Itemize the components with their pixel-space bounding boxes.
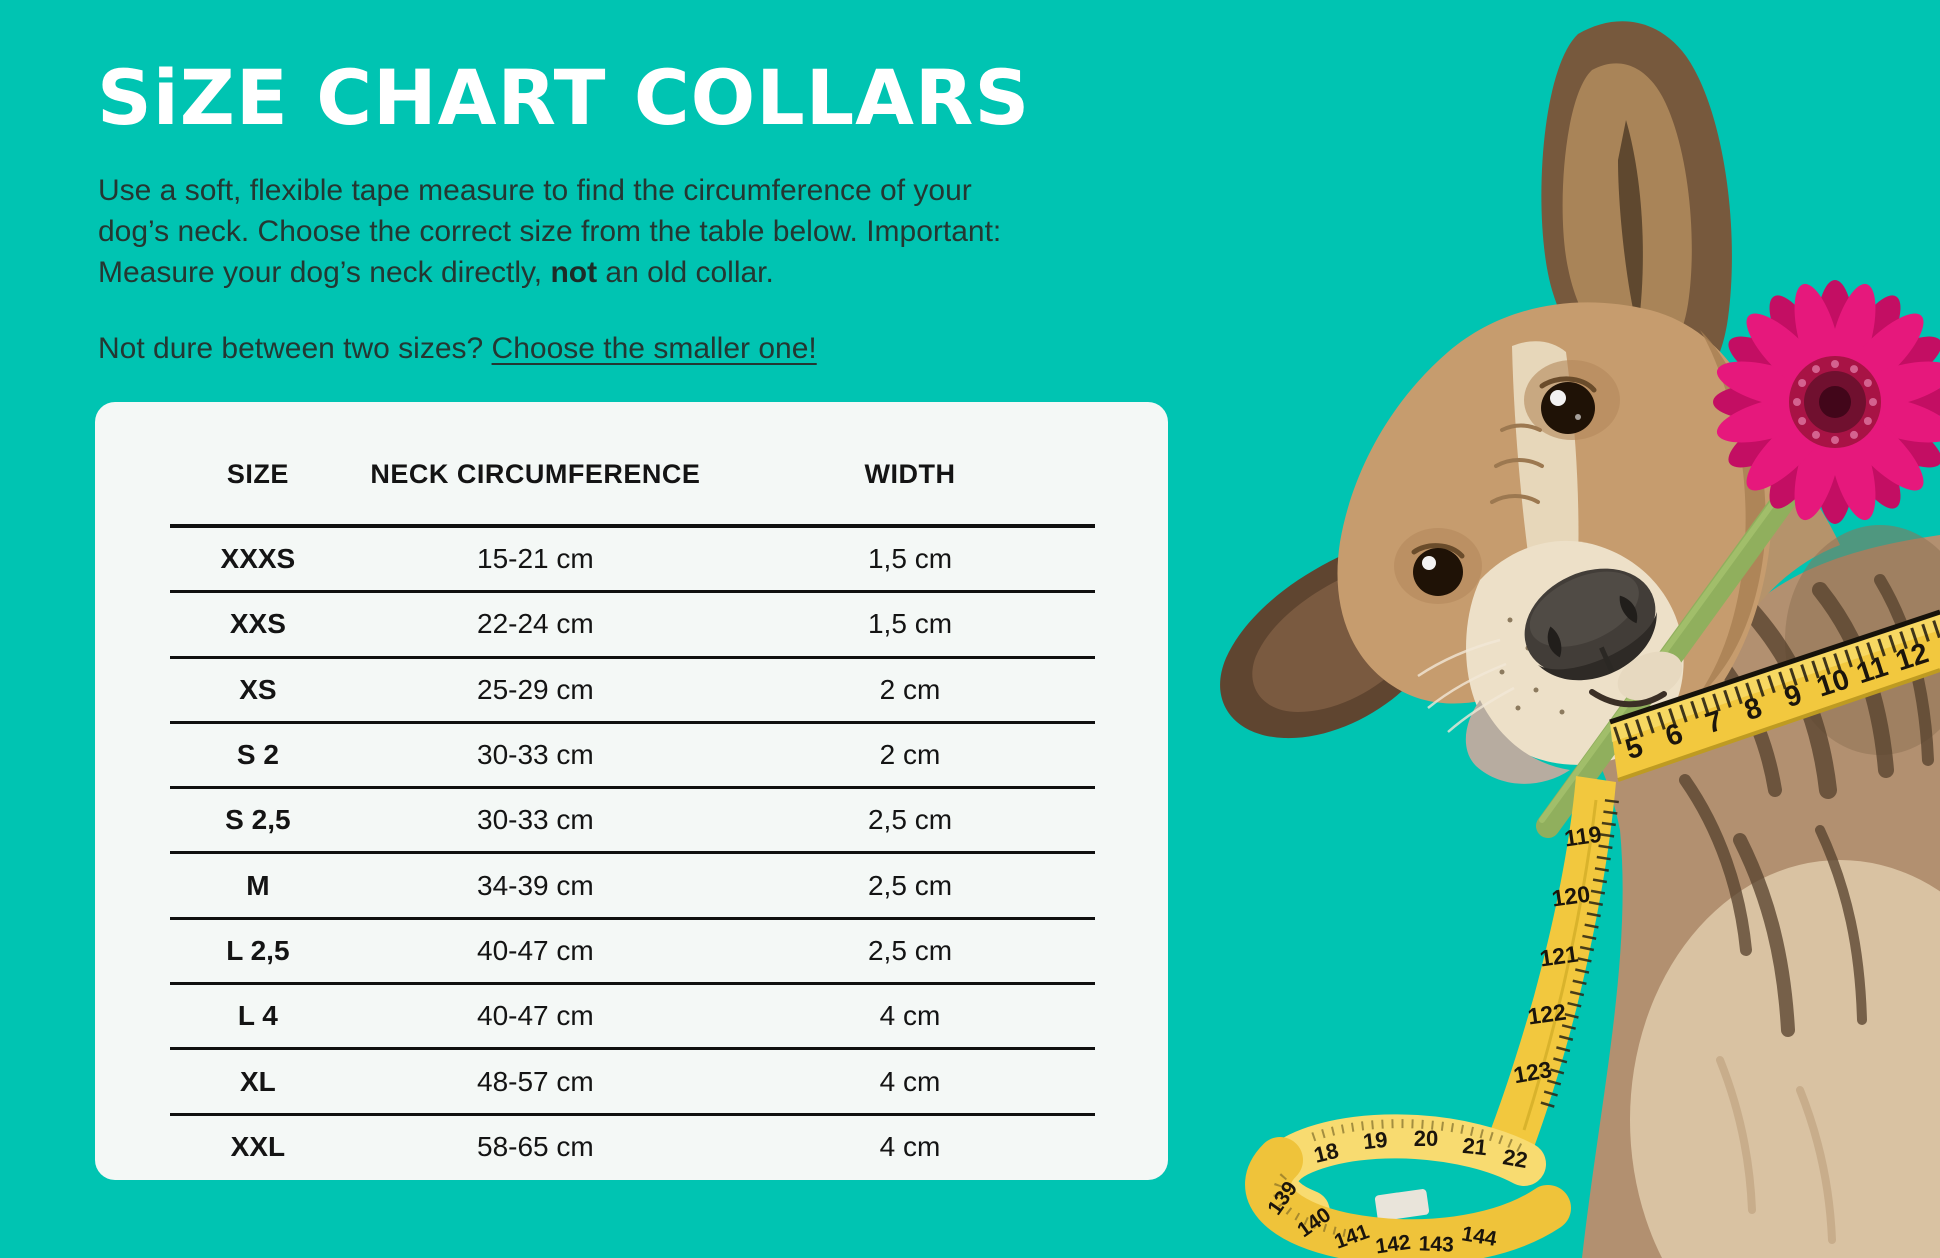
table-row: S 2 30-33 cm 2 cm xyxy=(170,722,1095,787)
width-cell: 4 cm xyxy=(879,1065,941,1097)
size-cell: XXS xyxy=(229,608,286,640)
size-chart-table: SIZE NECK CIRCUMFERENCE WIDTH XXXS 15-21 … xyxy=(170,402,1095,1178)
width-cell: 2,5 cm xyxy=(867,869,953,901)
intro-bold-not: not xyxy=(550,256,598,289)
table-row: XXL 58-65 cm 4 cm xyxy=(170,1114,1095,1178)
neck-cell: 25-29 cm xyxy=(477,673,594,705)
width-cell: 2 cm xyxy=(879,739,941,771)
size-cell: XXXS xyxy=(220,543,296,575)
neck-cell: 40-47 cm xyxy=(477,934,594,966)
width-cell: 4 cm xyxy=(879,1000,941,1032)
dog-eye-left xyxy=(1411,543,1465,596)
neck-cell: 48-57 cm xyxy=(477,1065,594,1097)
neck-cell: 30-33 cm xyxy=(477,739,594,771)
neck-cell: 22-24 cm xyxy=(477,608,594,640)
size-cell: XL xyxy=(239,1065,276,1097)
column-header-width: WIDTH xyxy=(725,402,1095,528)
width-cell: 2,5 cm xyxy=(867,804,953,836)
column-header-neck: NECK CIRCUMFERENCE xyxy=(345,402,725,528)
width-cell: 2,5 cm xyxy=(867,934,953,966)
intro-line-1: Use a soft, flexible tape measure to fin… xyxy=(98,174,972,207)
size-cell: L 2,5 xyxy=(226,934,290,966)
svg-text:21: 21 xyxy=(1461,1133,1488,1160)
width-cell: 2 cm xyxy=(879,673,941,705)
table-row: XXS 22-24 cm 1,5 cm xyxy=(170,591,1095,657)
size-cell: XS xyxy=(239,673,277,705)
svg-text:142: 142 xyxy=(1374,1231,1412,1258)
intro-line-3: Measure your dog’s neck directly, not an… xyxy=(98,256,774,289)
width-cell: 4 cm xyxy=(879,1130,941,1162)
neck-cell: 30-33 cm xyxy=(477,804,594,836)
svg-text:120: 120 xyxy=(1550,881,1592,912)
table-row: L 2,5 40-47 cm 2,5 cm xyxy=(170,918,1095,983)
width-cell: 1,5 cm xyxy=(867,608,953,640)
dog-eye-right xyxy=(1539,376,1597,434)
neck-cell: 34-39 cm xyxy=(477,869,594,901)
size-cell: M xyxy=(246,869,270,901)
svg-text:143: 143 xyxy=(1418,1232,1454,1256)
column-header-size: SIZE xyxy=(170,402,346,528)
dog-nose xyxy=(1524,568,1657,681)
page-title: SiZE CHART COLLARS xyxy=(97,53,1031,142)
header-row: SIZE NECK CIRCUMFERENCE WIDTH xyxy=(170,402,1095,528)
size-cell: XXL xyxy=(230,1130,286,1162)
table-row: L 4 40-47 cm 4 cm xyxy=(170,983,1095,1049)
neck-cell: 15-21 cm xyxy=(477,543,594,575)
table-row: XL 48-57 cm 4 cm xyxy=(170,1048,1095,1114)
note-question: Not dure between two sizes? xyxy=(98,332,492,365)
svg-text:122: 122 xyxy=(1526,999,1568,1030)
table-row: M 34-39 cm 2,5 cm xyxy=(170,852,1095,918)
dog-photo: 5 6 7 8 9 10 11 12 119 120 121 122 123 xyxy=(1220,21,1940,1258)
size-cell: S 2 xyxy=(236,739,279,771)
neck-cell: 58-65 cm xyxy=(477,1130,594,1162)
svg-text:119: 119 xyxy=(1563,821,1603,852)
size-note: Not dure between two sizes? Choose the s… xyxy=(98,330,817,368)
flower xyxy=(1713,280,1940,524)
table-row: S 2,5 30-33 cm 2,5 cm xyxy=(170,787,1095,853)
intro-text: Use a soft, flexible tape measure to fin… xyxy=(98,170,1001,293)
choose-smaller-link[interactable]: Choose the smaller one! xyxy=(491,332,817,365)
size-chart-card: SIZE NECK CIRCUMFERENCE WIDTH XXXS 15-21 … xyxy=(95,402,1168,1180)
svg-text:20: 20 xyxy=(1414,1126,1438,1151)
size-cell: L 4 xyxy=(237,1000,278,1032)
table-row: XXXS 15-21 cm 1,5 cm xyxy=(170,526,1095,592)
measuring-tape-curl: 18 19 20 21 22 139 140 141 142 143 144 xyxy=(1245,1114,1571,1258)
measuring-tape-hanging: 119 120 121 122 123 xyxy=(1482,776,1619,1168)
measuring-tape-collar: 5 6 7 8 9 10 11 12 xyxy=(1609,609,1940,782)
svg-text:22: 22 xyxy=(1501,1144,1529,1173)
dog-mouth xyxy=(1589,689,1667,708)
dog-whiskers xyxy=(1417,638,1515,733)
svg-text:121: 121 xyxy=(1538,941,1580,972)
intro-line-2: dog’s neck. Choose the correct size from… xyxy=(98,215,1002,248)
table-row: XS 25-29 cm 2 cm xyxy=(170,657,1095,722)
neck-cell: 40-47 cm xyxy=(477,1000,594,1032)
svg-text:18: 18 xyxy=(1311,1138,1341,1168)
width-cell: 1,5 cm xyxy=(867,543,953,575)
svg-text:19: 19 xyxy=(1362,1127,1389,1154)
size-cell: S 2,5 xyxy=(225,804,291,836)
